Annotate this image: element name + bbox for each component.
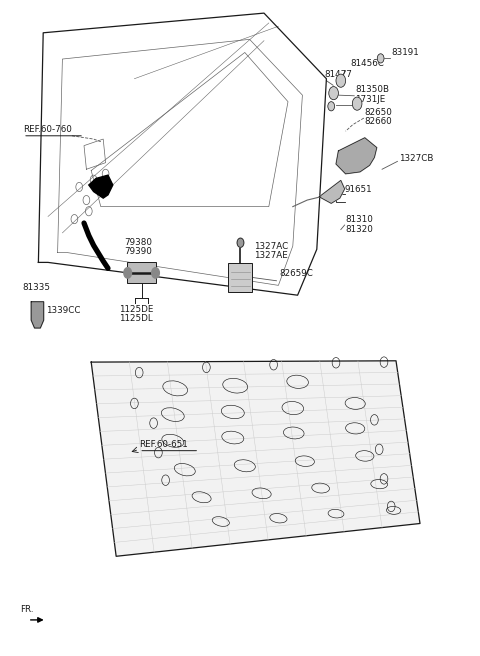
Circle shape xyxy=(329,87,338,100)
Text: 82660: 82660 xyxy=(365,117,393,126)
Text: 79390: 79390 xyxy=(124,247,152,256)
Text: 79380: 79380 xyxy=(124,237,152,247)
Text: 81310: 81310 xyxy=(346,215,373,224)
Circle shape xyxy=(352,97,362,110)
Circle shape xyxy=(377,54,384,63)
Polygon shape xyxy=(336,138,377,174)
Text: 1327CB: 1327CB xyxy=(399,154,434,163)
Text: 1125DE: 1125DE xyxy=(119,304,154,314)
Text: 81320: 81320 xyxy=(346,224,373,234)
Polygon shape xyxy=(91,361,420,556)
Text: REF.60-651: REF.60-651 xyxy=(139,440,188,449)
Text: 82659C: 82659C xyxy=(279,269,313,278)
Text: 91651: 91651 xyxy=(345,184,372,194)
Text: 82650: 82650 xyxy=(365,108,393,117)
Text: 83191: 83191 xyxy=(391,48,419,57)
Text: 81335: 81335 xyxy=(22,283,50,292)
Circle shape xyxy=(328,102,335,111)
Polygon shape xyxy=(31,302,44,328)
Text: 81350B: 81350B xyxy=(355,85,389,94)
Polygon shape xyxy=(319,180,345,203)
Text: REF.60-760: REF.60-760 xyxy=(23,125,72,134)
Text: 1339CC: 1339CC xyxy=(46,306,80,315)
Text: 81477: 81477 xyxy=(324,70,352,79)
FancyBboxPatch shape xyxy=(228,263,252,292)
FancyBboxPatch shape xyxy=(127,262,156,283)
Circle shape xyxy=(152,268,159,278)
Text: 1125DL: 1125DL xyxy=(119,314,153,323)
Polygon shape xyxy=(89,175,113,198)
Circle shape xyxy=(124,268,132,278)
Circle shape xyxy=(336,74,346,87)
Text: 81456C: 81456C xyxy=(350,59,384,68)
Text: FR.: FR. xyxy=(20,605,34,614)
Text: 1731JE: 1731JE xyxy=(355,95,385,104)
Text: 1327AE: 1327AE xyxy=(254,251,288,260)
Text: 1327AC: 1327AC xyxy=(254,241,288,251)
Circle shape xyxy=(237,238,244,247)
